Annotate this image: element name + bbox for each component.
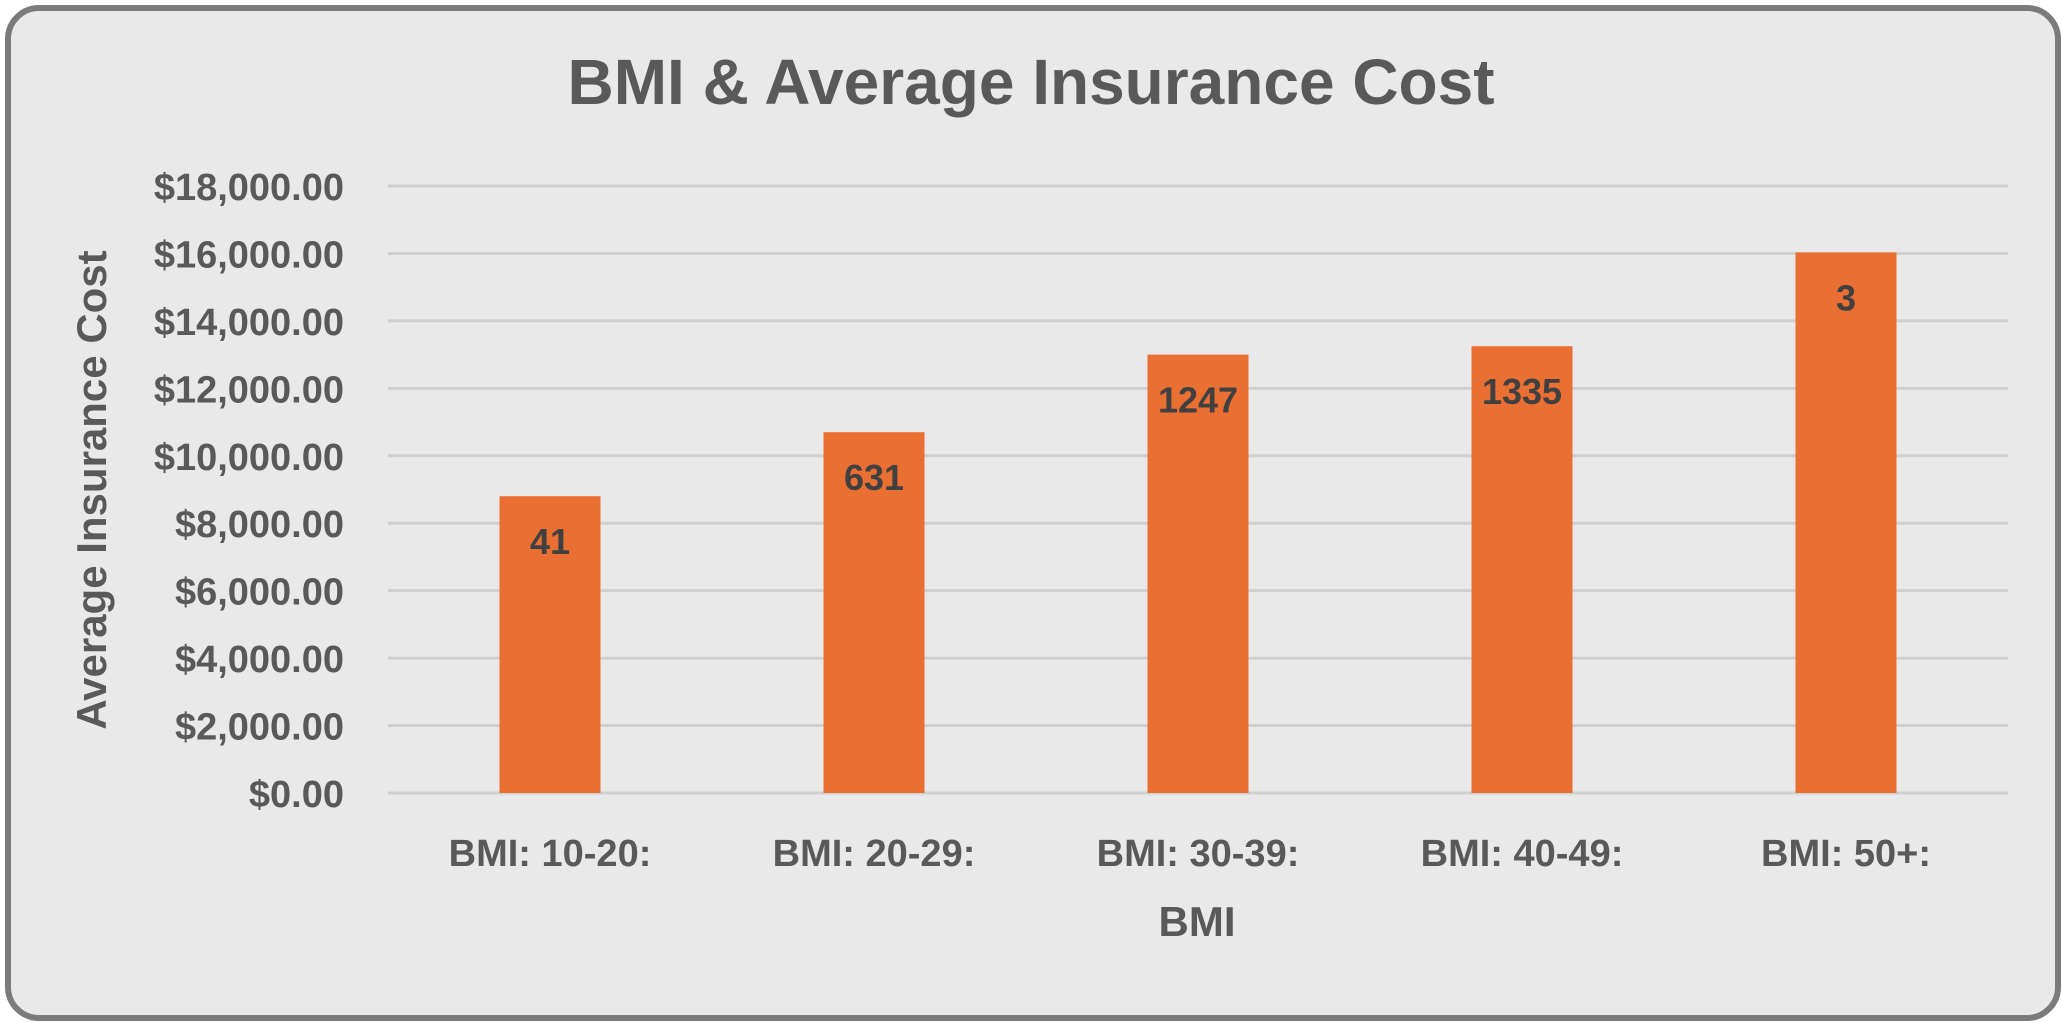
- y-tick-label: $2,000.00: [175, 707, 344, 749]
- y-tick-label: $16,000.00: [154, 234, 344, 276]
- y-tick-label: $18,000.00: [154, 167, 344, 209]
- x-axis-title: BMI: [1159, 898, 1236, 945]
- y-gridlines: [388, 184, 2008, 795]
- bars: [499, 252, 1897, 793]
- bar-data-labels: 41 631 1247 1335 3: [530, 277, 1856, 562]
- bar: [499, 496, 601, 793]
- chart-title: BMI & Average Insurance Cost: [567, 46, 1494, 118]
- y-tick-label: $8,000.00: [175, 504, 344, 546]
- x-category-label: BMI: 20-29:: [773, 833, 976, 875]
- bar: [1147, 354, 1249, 793]
- x-category-label: BMI: 10-20:: [449, 833, 652, 875]
- bar-data-label: 1247: [1158, 380, 1238, 421]
- y-tick-label: $4,000.00: [175, 639, 344, 681]
- y-tick-label: $14,000.00: [154, 302, 344, 344]
- bar-data-label: 41: [530, 521, 570, 562]
- y-axis-title: Average Insurance Cost: [68, 250, 115, 729]
- bar: [1795, 252, 1897, 793]
- chart-frame: [5, 5, 2061, 1021]
- bar: [823, 432, 925, 793]
- x-category-label: BMI: 30-39:: [1097, 833, 1300, 875]
- bar-data-label: 1335: [1482, 371, 1562, 412]
- y-tick-label: $0.00: [249, 774, 344, 816]
- x-category-label: BMI: 40-49:: [1421, 833, 1624, 875]
- y-tick-label: $6,000.00: [175, 572, 344, 614]
- y-tick-label: $10,000.00: [154, 437, 344, 479]
- bar: [1471, 346, 1573, 793]
- bar-data-label: 631: [844, 457, 904, 498]
- x-category-labels: BMI: 10-20: BMI: 20-29: BMI: 30-39: BMI: 40…: [449, 833, 1931, 875]
- bar-data-label: 3: [1836, 277, 1856, 318]
- x-category-label: BMI: 50+:: [1761, 833, 1931, 875]
- y-tick-label: $12,000.00: [154, 369, 344, 411]
- y-tick-labels: $0.00 $2,000.00 $4,000.00 $6,000.00 $8,000.0…: [154, 167, 344, 816]
